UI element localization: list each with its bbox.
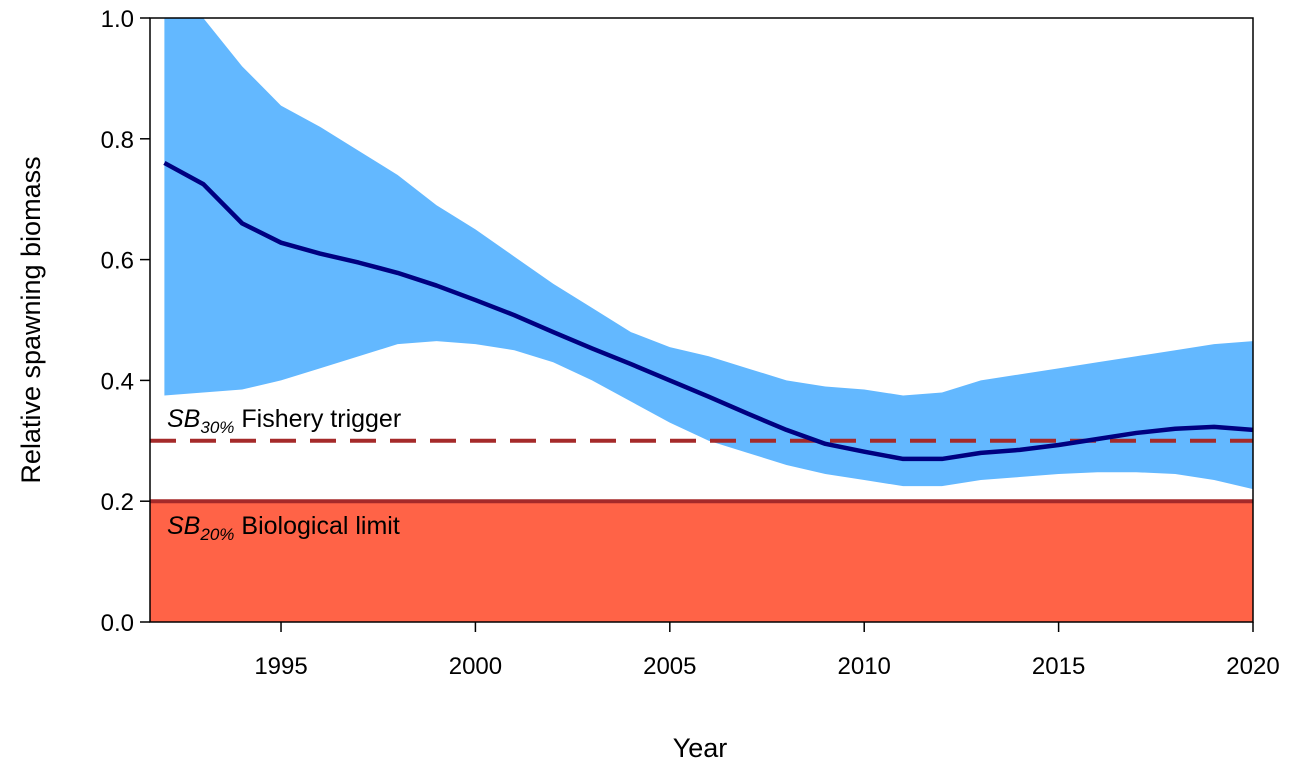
x-tick-label: 2010 xyxy=(838,653,891,680)
x-axis-title: Year xyxy=(673,733,728,763)
label-text: Fishery trigger xyxy=(241,405,401,433)
y-tick-label: 0.2 xyxy=(101,489,134,516)
label-subscript: 20% xyxy=(199,525,234,544)
y-tick-label: 0.6 xyxy=(101,248,134,275)
reference-label: SB20% Biological limit xyxy=(167,512,400,544)
y-tick-label: 0.4 xyxy=(101,368,134,395)
x-tick-label: 2005 xyxy=(643,653,696,680)
x-tick-label: 2020 xyxy=(1226,653,1279,680)
reference-label: SB30% Fishery trigger xyxy=(167,405,401,437)
label-symbol: SB xyxy=(167,512,200,540)
plot-area xyxy=(150,18,1253,622)
median-line xyxy=(163,160,1253,462)
x-tick-label: 2000 xyxy=(449,653,502,680)
label-symbol: SB xyxy=(167,405,200,433)
x-tick-label: 1995 xyxy=(254,653,307,680)
x-tick-label: 2015 xyxy=(1032,653,1085,680)
plot-frame xyxy=(149,17,1254,623)
y-tick-label: 1.0 xyxy=(101,6,134,33)
y-tick-label: 0.8 xyxy=(101,127,134,154)
limit-zone xyxy=(150,501,1253,622)
y-axis-title: Relative spawning biomass xyxy=(16,156,46,483)
label-text: Biological limit xyxy=(241,512,399,540)
y-tick-label: 0.0 xyxy=(101,610,134,637)
label-subscript: 30% xyxy=(200,418,234,437)
